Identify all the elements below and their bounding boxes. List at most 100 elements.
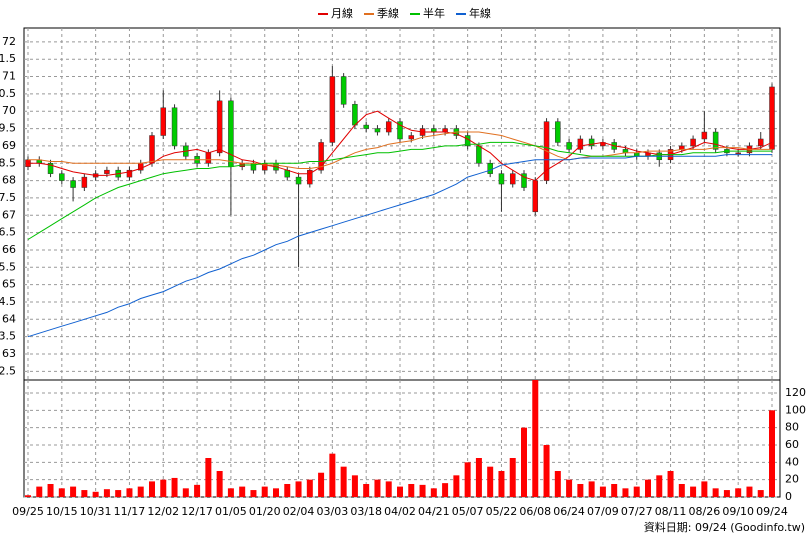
x-tick-label: 02/04	[283, 505, 315, 518]
volume-bar	[70, 486, 77, 497]
x-tick-label: 04/02	[384, 505, 416, 518]
y-tick-label: 67.5	[0, 191, 16, 204]
candle-body	[577, 138, 584, 150]
candle-body	[171, 107, 178, 147]
candle-body	[340, 76, 347, 105]
volume-bar	[182, 488, 189, 497]
legend-label: 月線	[331, 6, 353, 20]
volume-bar	[227, 488, 234, 497]
legend-label: 半年	[423, 6, 445, 20]
candle-body	[476, 145, 482, 164]
candle-body	[329, 76, 336, 143]
volume-bar	[397, 486, 403, 497]
legend-label: 季線	[377, 6, 399, 20]
volume-bar	[92, 491, 99, 497]
x-tick-label: 08/26	[689, 505, 721, 518]
candle-body	[81, 176, 88, 188]
volume-bar	[239, 486, 246, 497]
volume-bar	[442, 483, 449, 497]
volume-bar	[656, 475, 663, 497]
y-tick-label: 69.5	[0, 122, 16, 135]
volume-bar	[678, 484, 685, 497]
moving-average-line	[28, 131, 772, 169]
candle-body	[633, 152, 640, 157]
volume-bar	[588, 481, 595, 497]
y2-tick-label: 80	[785, 421, 799, 434]
candle-body	[385, 121, 392, 133]
volume-bar	[81, 490, 88, 497]
legend-label: 年線	[469, 6, 491, 20]
volume-bar	[532, 380, 539, 497]
volume-bar	[757, 490, 764, 497]
candle-body	[397, 121, 403, 140]
volume-bar	[475, 458, 482, 497]
volume-bar	[115, 490, 122, 497]
volume-bar	[554, 471, 561, 497]
volume-bar	[599, 486, 606, 497]
y-tick-label: 64	[2, 312, 16, 325]
x-tick-label: 09/24	[756, 505, 788, 518]
x-tick-label: 04/21	[418, 505, 450, 518]
y-tick-label: 63.5	[0, 330, 16, 343]
candle-body	[228, 100, 234, 167]
volume-bar	[419, 484, 426, 497]
volume-bar	[453, 475, 460, 497]
x-tick-label: 10/15	[46, 505, 78, 518]
y-tick-label: 71.5	[0, 52, 16, 65]
candle-body	[70, 180, 76, 188]
volume-bar	[126, 488, 133, 497]
volume-bar	[58, 488, 65, 497]
x-tick-label: 05/07	[452, 505, 484, 518]
volume-bar	[171, 477, 178, 497]
x-tick-label: 07/27	[621, 505, 653, 518]
volume-bar	[690, 486, 697, 497]
volume-bar	[160, 479, 167, 497]
candle-body	[712, 131, 719, 150]
volume-panel	[23, 379, 781, 498]
volume-bar	[306, 479, 313, 497]
candle-body	[769, 86, 775, 150]
volume-bar	[712, 488, 719, 497]
y-tick-label: 70.5	[0, 87, 16, 100]
volume-bar	[566, 479, 573, 497]
candle-body	[160, 107, 167, 136]
volume-bar	[374, 479, 381, 497]
volume-bar	[261, 486, 268, 497]
volume-bar	[701, 481, 708, 497]
y-tick-label: 70	[2, 104, 16, 117]
x-tick-label: 09/10	[722, 505, 754, 518]
candle-body	[307, 169, 313, 185]
volume-bar	[521, 427, 527, 497]
candle-body	[216, 100, 223, 154]
y2-tick-label: 120	[785, 386, 806, 399]
x-tick-label: 03/03	[317, 505, 349, 518]
y2-tick-label: 20	[785, 473, 799, 486]
candle-body	[408, 135, 415, 140]
candle-body	[149, 135, 155, 164]
x-tick-label: 12/02	[147, 505, 179, 518]
y-tick-label: 65	[2, 278, 16, 291]
candle-body	[532, 180, 539, 213]
candle-body	[757, 138, 764, 147]
candle-body	[295, 176, 302, 185]
y-tick-label: 67	[2, 208, 16, 221]
volume-bar	[295, 481, 302, 497]
volume-bar	[633, 486, 640, 497]
x-tick-label: 03/18	[350, 505, 382, 518]
candle-body	[104, 169, 110, 174]
candle-body	[205, 152, 212, 164]
candle-body	[59, 173, 65, 181]
x-tick-label: 08/11	[655, 505, 687, 518]
volume-bar	[746, 486, 753, 497]
volume-bar	[622, 488, 629, 497]
volume-bar	[36, 486, 43, 497]
volume-bar	[149, 481, 155, 497]
volume-bar	[430, 488, 437, 497]
x-tick-label: 11/17	[114, 505, 146, 518]
volume-bar	[205, 458, 212, 497]
candle-body	[679, 145, 685, 150]
candle-body	[487, 163, 493, 174]
x-tick-label: 12/17	[181, 505, 213, 518]
volume-bar	[273, 488, 279, 497]
